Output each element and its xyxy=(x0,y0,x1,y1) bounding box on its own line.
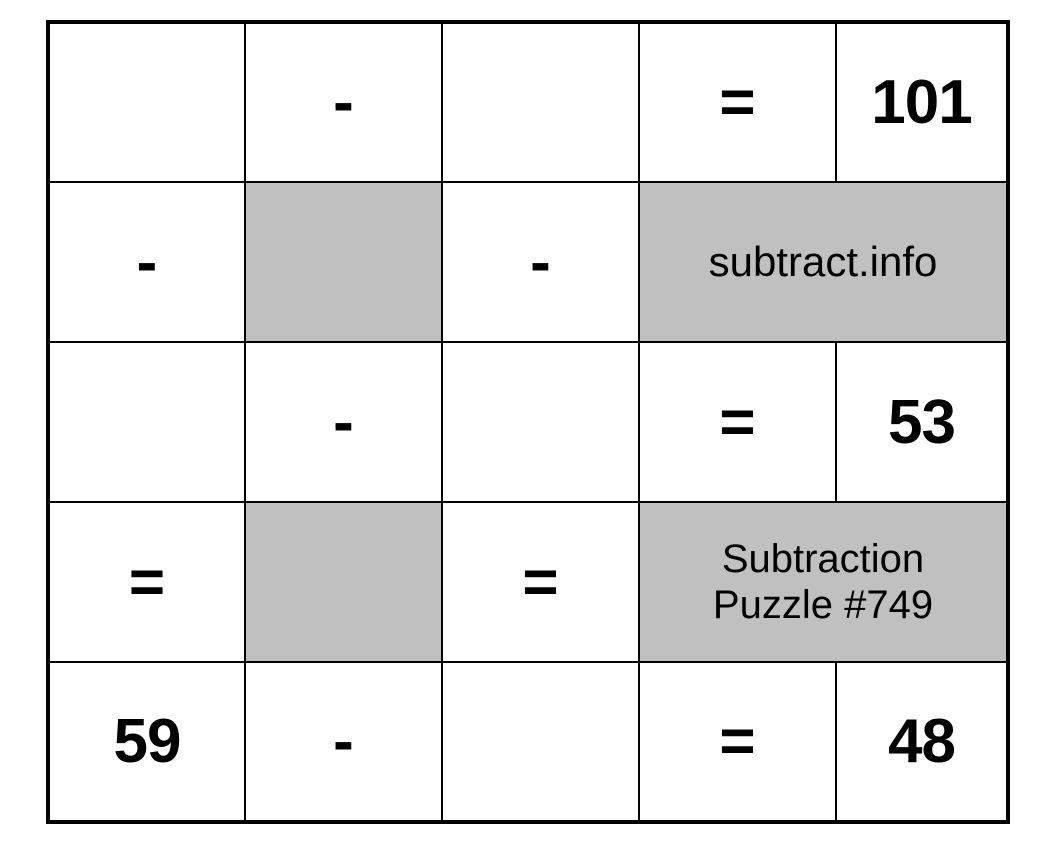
cell-r1c1-blank xyxy=(245,182,442,342)
cell-r3-puzzle-label: Subtraction Puzzle #749 xyxy=(639,502,1008,662)
cell-r4c3-equals: = xyxy=(639,662,836,822)
cell-r0c3-equals: = xyxy=(639,22,836,182)
cell-r4c1-minus: - xyxy=(245,662,442,822)
cell-r1-site-label: subtract.info xyxy=(639,182,1008,342)
cell-r3c1-blank xyxy=(245,502,442,662)
cell-r3c2-equals: = xyxy=(442,502,639,662)
cell-r2c0[interactable] xyxy=(48,342,245,502)
puzzle-label-line2: Puzzle #749 xyxy=(713,583,933,627)
cell-r4c0-value: 59 xyxy=(48,662,245,822)
cell-r0c4-value: 101 xyxy=(836,22,1008,182)
cell-r2c4-value: 53 xyxy=(836,342,1008,502)
cell-r0c0[interactable] xyxy=(48,22,245,182)
cell-r2c1-minus: - xyxy=(245,342,442,502)
cell-r4c4-value: 48 xyxy=(836,662,1008,822)
cell-r0c1-minus: - xyxy=(245,22,442,182)
cell-r4c2[interactable] xyxy=(442,662,639,822)
cell-r1c2-minus: - xyxy=(442,182,639,342)
cell-r0c2[interactable] xyxy=(442,22,639,182)
cell-r1c0-minus: - xyxy=(48,182,245,342)
cell-r3c0-equals: = xyxy=(48,502,245,662)
puzzle-label-line1: Subtraction xyxy=(722,537,924,581)
cell-r2c2[interactable] xyxy=(442,342,639,502)
subtraction-puzzle-grid: - = 101 - - subtract.info - = 53 = = Sub… xyxy=(46,20,1010,824)
cell-r2c3-equals: = xyxy=(639,342,836,502)
